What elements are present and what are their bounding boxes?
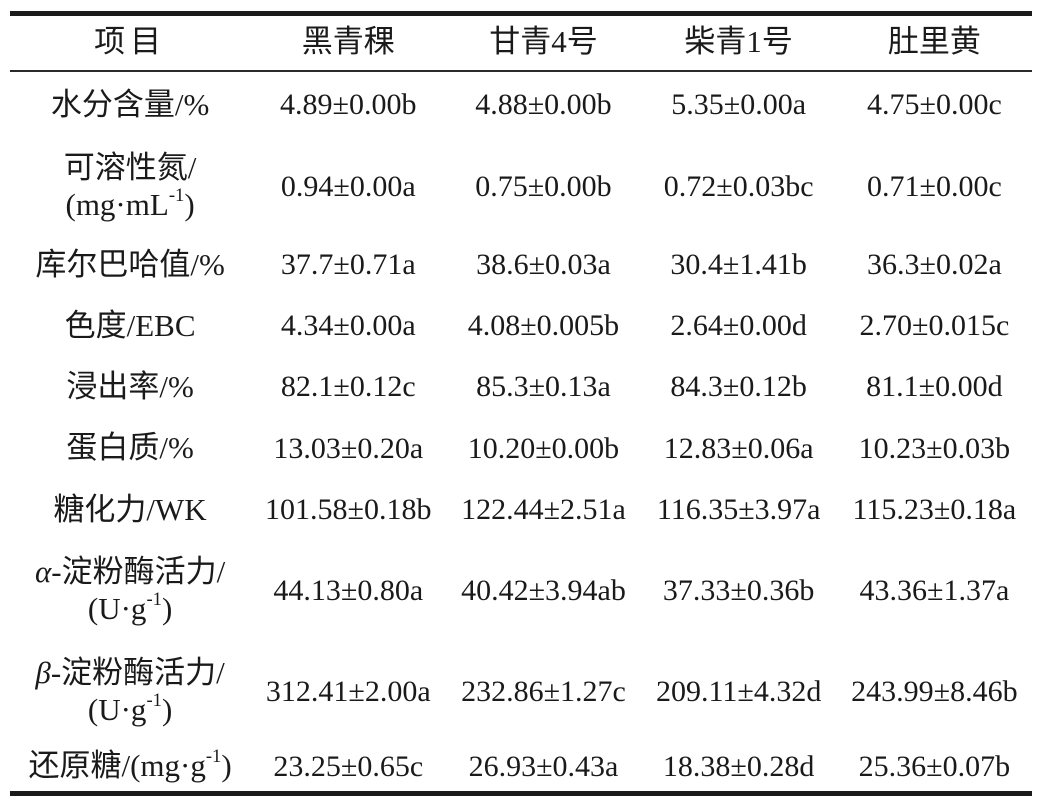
- cell-value: 5.35±0.00a: [671, 88, 807, 122]
- cell-value: 2.70±0.015c: [859, 309, 1010, 343]
- label-rest: -淀粉酶活力/: [51, 554, 226, 590]
- cell-value: 4.75±0.00c: [866, 88, 1002, 122]
- cell-value: 84.3±0.12b: [670, 370, 807, 404]
- unit-post: ): [161, 691, 173, 727]
- unit-pre: (U·g: [87, 591, 147, 626]
- cell-value: 312.41±2.00a: [265, 674, 431, 708]
- cell-value: 81.1±0.00d: [866, 370, 1003, 404]
- table-row-alpha-amylase: α-淀粉酶活力/ (U·g-1) 44.13±0.80a 40.42±3.94a…: [10, 541, 1032, 642]
- cell-value: 4.08±0.005b: [467, 309, 620, 343]
- cell-value: 26.93±0.43a: [468, 749, 619, 783]
- cell-value: 0.71±0.00c: [866, 169, 1002, 203]
- cell-value: 115.23±0.18a: [852, 493, 1017, 527]
- table-body: 水分含量/% 4.89±0.00b 4.88±0.00b 5.35±0.00a …: [10, 71, 1032, 794]
- column-header-variety-3: 柴青1号: [684, 24, 793, 60]
- column-header-variety-1: 黑青稞: [301, 24, 395, 60]
- cell-value: 12.83±0.06a: [663, 431, 814, 465]
- row-label: 糖化力/WK: [53, 491, 207, 527]
- unit-post: ): [161, 591, 173, 626]
- table-row-kolbach: 库尔巴哈值/% 37.7±0.71a 38.6±0.03a 30.4±1.41b…: [10, 235, 1032, 296]
- cell-value: 4.34±0.00a: [280, 309, 416, 343]
- table-row-diastatic-power: 糖化力/WK 101.58±0.18b 122.44±2.51a 116.35±…: [10, 480, 1032, 541]
- row-label: 浸出率/%: [66, 368, 194, 404]
- label-pre: 还原糖/(mg·g: [28, 747, 206, 783]
- cell-value: 37.7±0.71a: [280, 248, 416, 282]
- cell-value: 40.42±3.94ab: [461, 574, 626, 608]
- cell-value: 0.75±0.00b: [475, 169, 612, 203]
- unit-exponent: -1: [146, 689, 162, 711]
- cell-value: 0.94±0.00a: [280, 169, 416, 203]
- column-header-variety-2: 甘青4号: [489, 24, 598, 60]
- unit-exponent: -1: [205, 746, 222, 768]
- cell-value: 43.36±1.37a: [859, 574, 1010, 608]
- table-row-color-ebc: 色度/EBC 4.34±0.00a 4.08±0.005b 2.64±0.00d…: [10, 296, 1032, 357]
- row-label: 可溶性氮/ (mg·mL-1): [10, 139, 250, 235]
- cell-value: 13.03±0.20a: [273, 431, 424, 465]
- row-label: 色度/EBC: [64, 307, 196, 343]
- label-rest: -淀粉酶活力/: [50, 654, 225, 690]
- cell-value: 4.88±0.00b: [475, 88, 612, 122]
- cell-value: 38.6±0.03a: [476, 248, 611, 282]
- table-row-protein: 蛋白质/% 13.03±0.20a 10.20±0.00b 12.83±0.06…: [10, 418, 1032, 480]
- label-post: ): [221, 747, 232, 783]
- unit-exponent: -1: [168, 184, 185, 206]
- row-label-unit: (U·g-1): [10, 589, 250, 628]
- cell-value: 101.58±0.18b: [265, 493, 432, 527]
- row-label: β-淀粉酶活力/ (U·g-1): [10, 642, 250, 742]
- row-label: 还原糖/(mg·g-1): [10, 742, 250, 794]
- table-header: 项目 黑青稞 甘青4号 柴青1号 肚里黄: [10, 14, 1032, 71]
- cell-value: 37.33±0.36b: [662, 574, 815, 608]
- header-row: 项目 黑青稞 甘青4号 柴青1号 肚里黄: [10, 14, 1032, 71]
- cell-value: 0.72±0.03bc: [663, 169, 814, 203]
- table-row-moisture: 水分含量/% 4.89±0.00b 4.88±0.00b 5.35±0.00a …: [10, 71, 1032, 139]
- row-label: 水分含量/%: [50, 86, 210, 122]
- row-label: 库尔巴哈值/%: [35, 246, 225, 282]
- row-label-text: α-淀粉酶活力/: [10, 554, 250, 591]
- table-row-soluble-nitrogen: 可溶性氮/ (mg·mL-1) 0.94±0.00a 0.75±0.00b 0.…: [10, 139, 1032, 235]
- cell-value: 10.20±0.00b: [467, 431, 620, 465]
- greek-letter-beta: β: [35, 654, 51, 690]
- cell-value: 44.13±0.80a: [273, 574, 424, 608]
- unit-post: ): [184, 186, 195, 222]
- cell-value: 116.35±3.97a: [656, 493, 821, 527]
- cell-value: 122.44±2.51a: [461, 493, 626, 527]
- table-row-reducing-sugar: 还原糖/(mg·g-1) 23.25±0.65c 26.93±0.43a 18.…: [10, 742, 1032, 794]
- row-label-unit: (U·g-1): [10, 689, 250, 729]
- unit-exponent: -1: [146, 589, 162, 611]
- cell-value: 85.3±0.13a: [476, 370, 611, 404]
- unit-pre: (mg·mL: [65, 186, 169, 222]
- table-row-extract-rate: 浸出率/% 82.1±0.12c 85.3±0.13a 84.3±0.12b 8…: [10, 357, 1032, 418]
- column-header-item: 项目: [94, 24, 167, 60]
- cell-value: 4.89±0.00b: [280, 88, 417, 122]
- cell-value: 25.36±0.07b: [858, 749, 1011, 783]
- cell-value: 82.1±0.12c: [280, 370, 416, 404]
- row-label: 蛋白质/%: [66, 430, 194, 466]
- cell-value: 30.4±1.41b: [670, 248, 807, 282]
- cell-value: 232.86±1.27c: [461, 674, 626, 708]
- row-label-unit: (mg·mL-1): [10, 184, 250, 224]
- cell-value: 18.38±0.28d: [662, 749, 815, 783]
- cell-value: 243.99±8.46b: [851, 674, 1018, 708]
- unit-pre: (U·g: [87, 691, 147, 727]
- row-label: α-淀粉酶活力/ (U·g-1): [10, 541, 250, 642]
- cell-value: 209.11±4.32d: [655, 674, 822, 708]
- cell-value: 23.25±0.65c: [273, 749, 424, 783]
- table-row-beta-amylase: β-淀粉酶活力/ (U·g-1) 312.41±2.00a 232.86±1.2…: [10, 642, 1032, 742]
- row-label-text: β-淀粉酶活力/: [10, 655, 250, 692]
- greek-letter-alpha: α: [34, 554, 52, 590]
- cell-value: 10.23±0.03b: [858, 431, 1011, 465]
- cell-value: 2.64±0.00d: [670, 309, 807, 343]
- row-label-text: 可溶性氮/: [63, 149, 197, 185]
- column-header-variety-4: 肚里黄: [887, 24, 981, 60]
- cell-value: 36.3±0.02a: [866, 248, 1002, 282]
- barley-quality-table: 项目 黑青稞 甘青4号 柴青1号 肚里黄 水分含量/% 4.89±0.00b 4…: [10, 11, 1032, 796]
